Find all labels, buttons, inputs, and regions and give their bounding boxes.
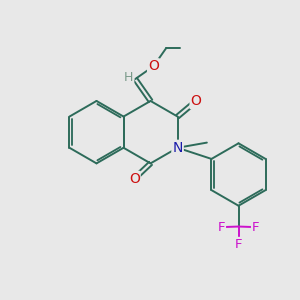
Text: F: F <box>235 238 242 251</box>
Text: H: H <box>124 71 134 84</box>
Text: O: O <box>129 172 140 186</box>
Text: O: O <box>190 94 201 108</box>
Text: N: N <box>172 141 183 155</box>
Text: O: O <box>148 59 159 73</box>
Text: F: F <box>252 220 260 234</box>
Text: F: F <box>218 220 225 234</box>
